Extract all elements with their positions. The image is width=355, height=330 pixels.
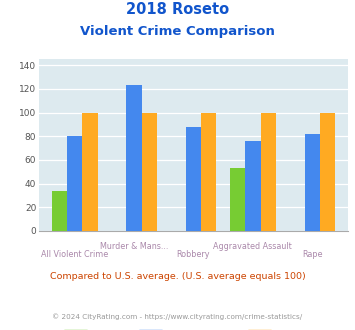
Bar xyxy=(261,113,276,231)
Text: Murder & Mans...: Murder & Mans... xyxy=(100,242,168,251)
Legend: Roseto, Pennsylvania, National: Roseto, Pennsylvania, National xyxy=(60,325,327,330)
Bar xyxy=(230,168,245,231)
Bar xyxy=(320,113,335,231)
Text: © 2024 CityRating.com - https://www.cityrating.com/crime-statistics/: © 2024 CityRating.com - https://www.city… xyxy=(53,313,302,319)
Text: Robbery: Robbery xyxy=(177,250,210,259)
Text: All Violent Crime: All Violent Crime xyxy=(41,250,108,259)
Bar xyxy=(142,113,157,231)
Text: Rape: Rape xyxy=(302,250,322,259)
Text: 2018 Roseto: 2018 Roseto xyxy=(126,2,229,16)
Text: Compared to U.S. average. (U.S. average equals 100): Compared to U.S. average. (U.S. average … xyxy=(50,272,305,281)
Bar xyxy=(67,136,82,231)
Bar xyxy=(82,113,98,231)
Bar xyxy=(245,141,261,231)
Bar xyxy=(126,85,142,231)
Text: Aggravated Assault: Aggravated Assault xyxy=(213,242,292,251)
Bar xyxy=(52,191,67,231)
Bar xyxy=(201,113,217,231)
Bar xyxy=(186,127,201,231)
Text: Violent Crime Comparison: Violent Crime Comparison xyxy=(80,25,275,38)
Bar xyxy=(305,134,320,231)
